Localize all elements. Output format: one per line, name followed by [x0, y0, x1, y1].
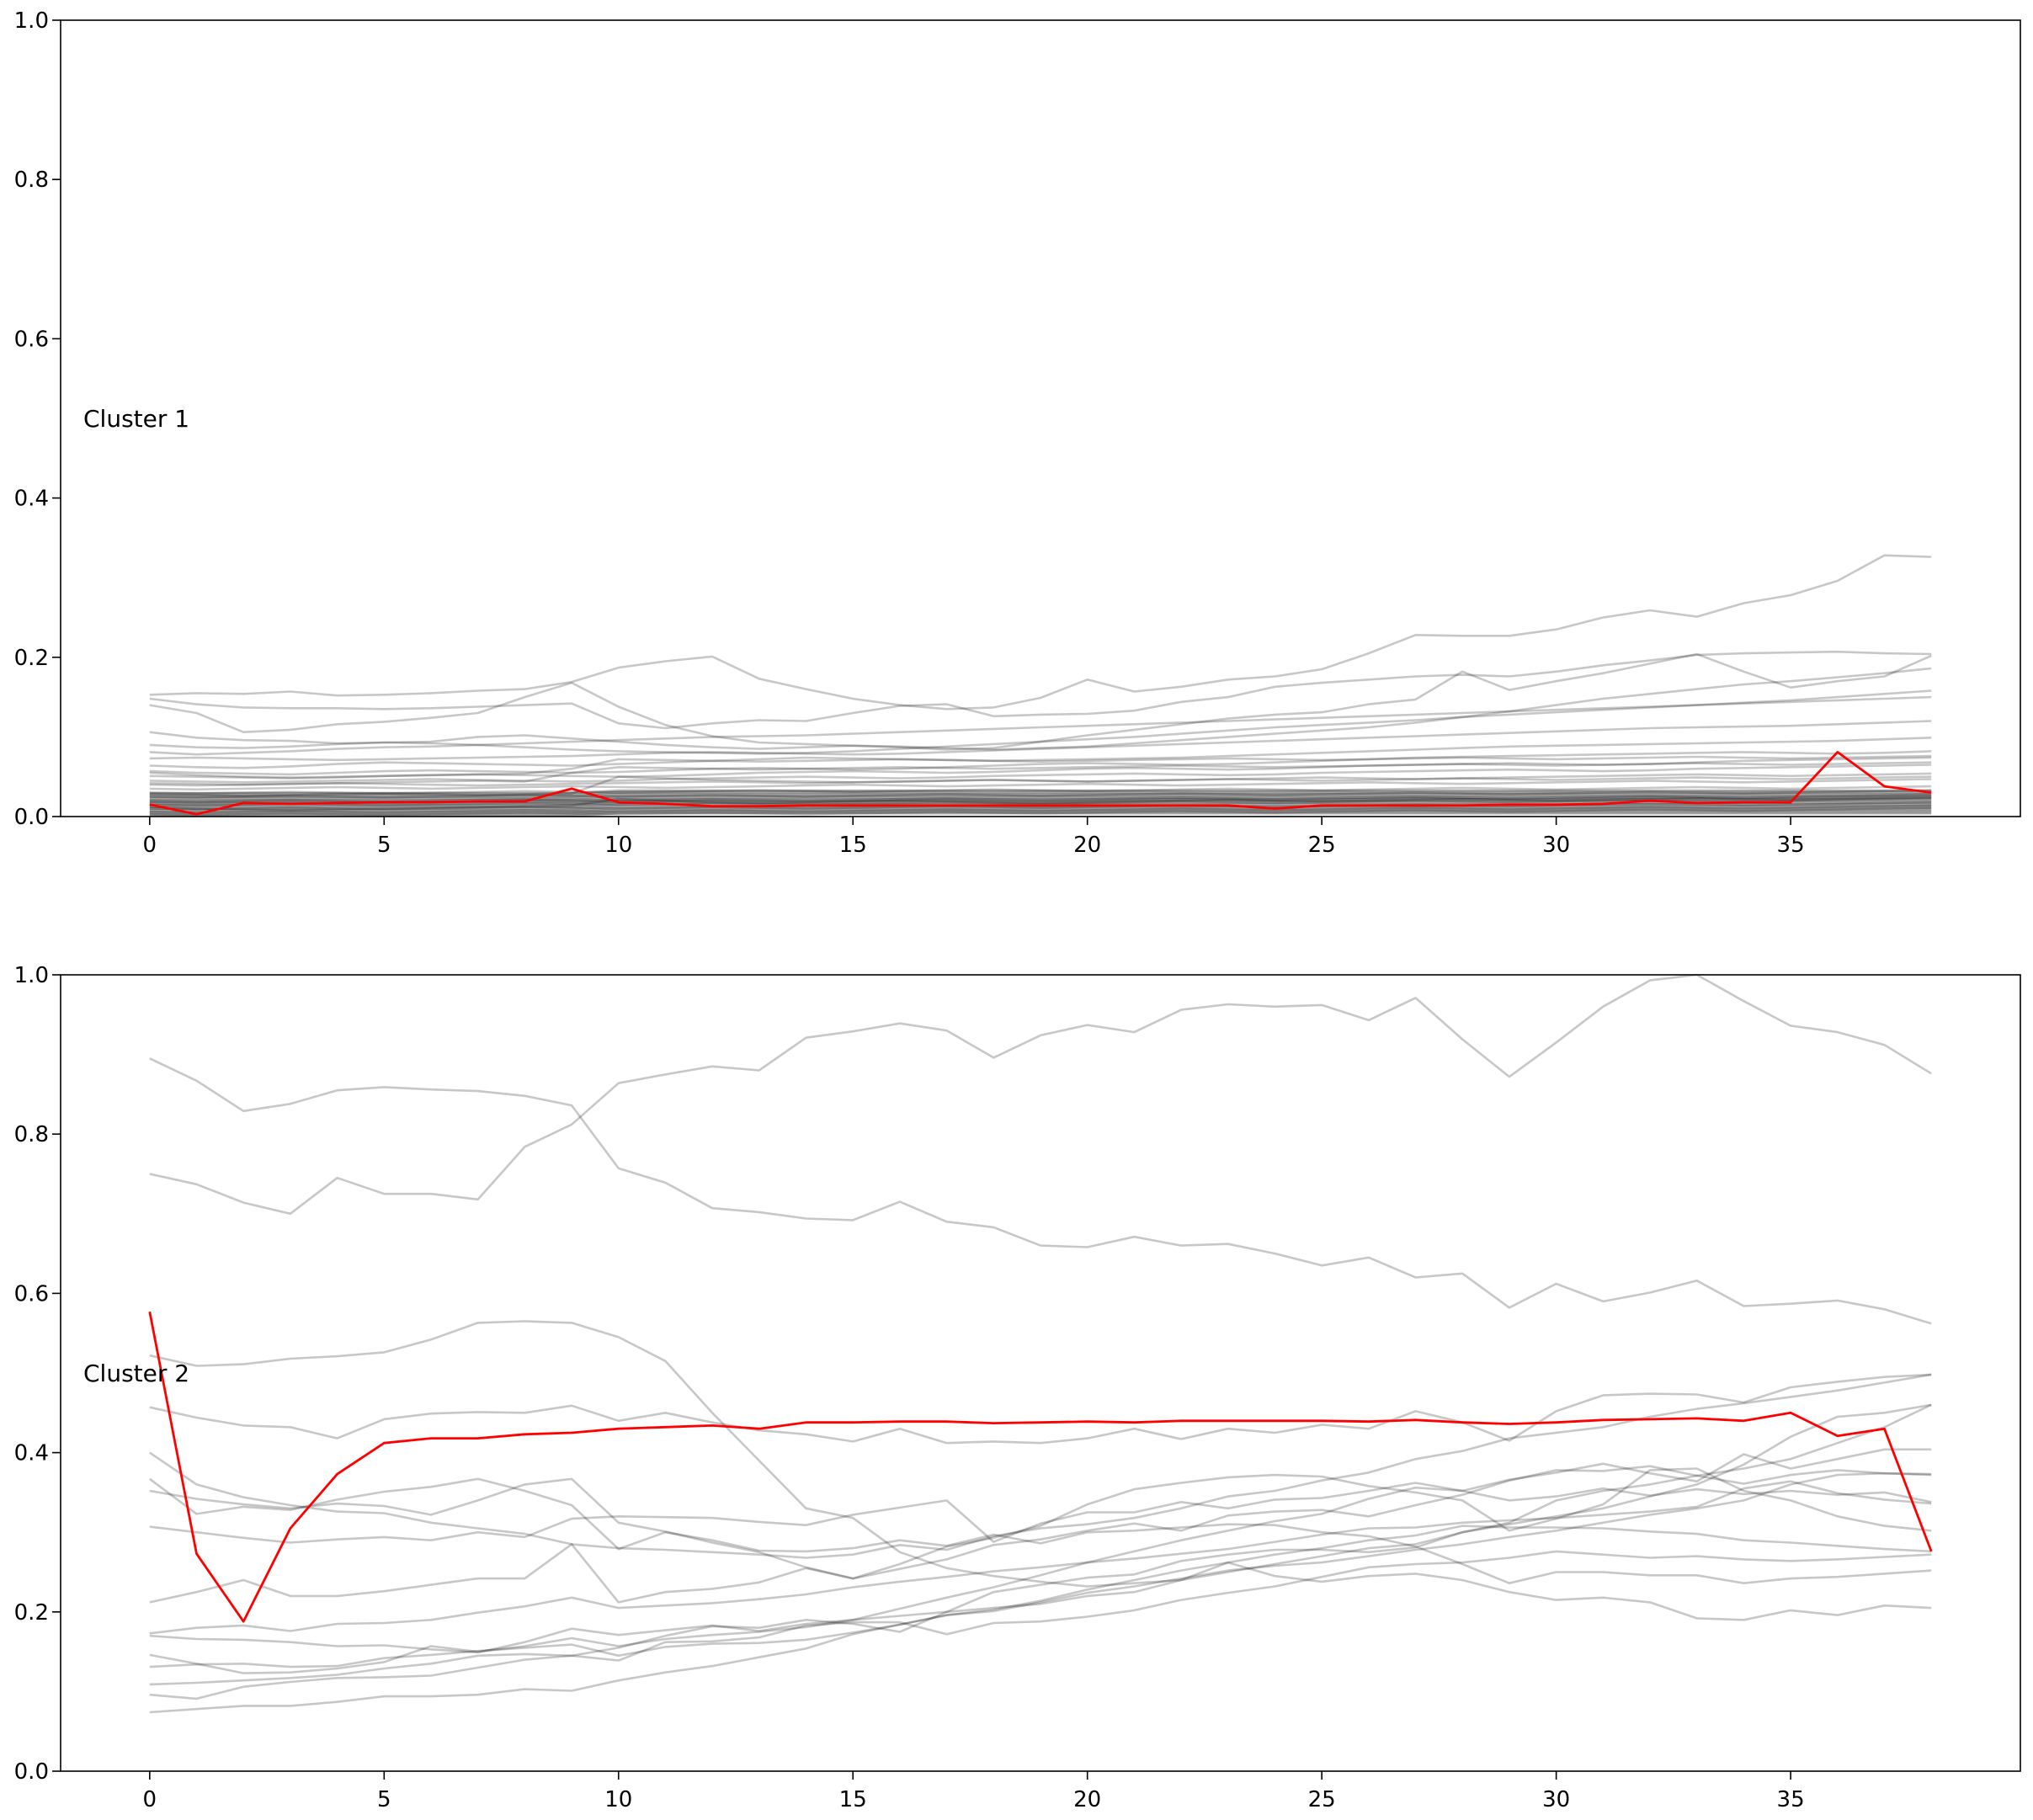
cluster-1-member-line-8 [149, 737, 1932, 769]
cluster-1-member-line-19 [149, 804, 1932, 814]
cluster-2-x-tick-label: 35 [1777, 1787, 1805, 1812]
cluster-1-member-line-11 [149, 764, 1932, 784]
cluster-1-y-tick-label: 1.0 [14, 8, 49, 34]
cluster-2-y-tick-label: 0.0 [14, 1759, 49, 1785]
cluster-2-plot-frame [60, 974, 2021, 1772]
cluster-1-member-line-4 [149, 667, 1932, 751]
cluster-1-member-line-24 [149, 761, 1932, 786]
cluster-1-ticks: 0 5 10 15 20 25 30 35 0.0 0.2 0.4 0.6 0.8 1.0 [14, 8, 1805, 858]
cluster-2-center-line [148, 1311, 1933, 1623]
cluster-1-y-tick-label: 0.6 [14, 327, 49, 352]
cluster-1-member-line-17 [149, 796, 1932, 807]
cluster-1-dense-member-line-14 [149, 789, 1932, 795]
cluster-1-x-tick-label: 25 [1308, 833, 1336, 858]
cluster-2-member-line-10 [149, 1480, 1932, 1635]
cluster-2-member-line-6 [149, 1477, 1932, 1584]
cluster-2-x-tick-label: 5 [377, 1787, 391, 1812]
cluster-1-y-tick-label: 0.8 [14, 168, 49, 193]
cluster-2-x-tick-label: 20 [1073, 1787, 1101, 1812]
cluster-1-member-line-9 [149, 750, 1932, 776]
cluster-1-member-line-20 [149, 806, 1932, 817]
cluster-1-member-line-2 [149, 652, 1932, 751]
cluster-1-member-line-14 [149, 785, 1932, 795]
cluster-1-center-series [149, 751, 1932, 816]
cluster-1-member-line-15 [149, 789, 1932, 799]
cluster-2-member-line-3 [149, 1320, 1932, 1621]
cluster-2-member-line-4 [149, 1373, 1932, 1445]
cluster-1-member-line-12 [149, 772, 1932, 787]
cluster-2-member-series [149, 973, 1932, 1714]
cluster-2-member-line-1 [149, 1057, 1932, 1325]
cluster-1-x-tick-label: 30 [1542, 833, 1570, 858]
cluster-2-ticks: 0 5 10 15 20 25 30 35 0.0 0.2 0.4 0.6 0.8 1.0 [14, 963, 1805, 1812]
cluster-1-x-tick-label: 20 [1073, 833, 1101, 858]
cluster-2-member-line-8 [149, 1448, 1932, 1544]
cluster-2-y-tick-label: 0.4 [14, 1441, 49, 1466]
cluster-1-dense-member-line-11 [149, 795, 1932, 800]
cluster-1-member-line-10 [149, 756, 1932, 780]
cluster-2-x-tick-label: 25 [1308, 1787, 1336, 1812]
cluster-2-x-tick-label: 30 [1542, 1787, 1570, 1812]
cluster-1-member-line-18 [149, 801, 1932, 811]
cluster-1-dense-member-line-2 [149, 810, 1932, 816]
cluster-2-x-tick-label: 15 [839, 1787, 867, 1812]
cluster-2-member-line-11 [149, 1403, 1932, 1654]
cluster-1-plot-frame [60, 19, 2021, 817]
cluster-1-member-line-25 [149, 754, 1932, 779]
cluster-2-member-line-14 [149, 1550, 1932, 1686]
cluster-2-member-line-16 [149, 1471, 1932, 1714]
cluster-1-member-line-7 [149, 720, 1932, 762]
cluster-2-x-tick-label: 10 [604, 1787, 632, 1812]
cluster-1-member-line-23 [149, 775, 1932, 797]
cluster-2-member-line-9 [149, 1465, 1932, 1604]
cluster-1-x-tick-label: 5 [377, 833, 391, 858]
cluster-1-member-line-1 [149, 554, 1932, 710]
cluster-2-y-tick-label: 0.6 [14, 1281, 49, 1306]
cluster-1-x-tick-label: 15 [839, 833, 867, 858]
cluster-1-x-tick-label: 10 [604, 833, 632, 858]
cluster-1-dense-member-line-1 [149, 812, 1932, 817]
cluster-2-member-line-15 [149, 1403, 1932, 1700]
cluster-1-x-tick-label: 0 [143, 833, 157, 858]
cluster-1-dense-member-line-10 [149, 796, 1932, 801]
cluster-2-member-line-12 [149, 1486, 1932, 1674]
cluster-2-y-tick-label: 0.8 [14, 1122, 49, 1147]
cluster-2-panel: 0 5 10 15 20 25 30 35 0.0 0.2 0.4 0.6 0.8 1.0 Cluster… [14, 963, 2021, 1812]
cluster-1-member-line-13 [149, 778, 1932, 791]
cluster-2-label: Cluster 2 [83, 1360, 189, 1387]
cluster-1-dense-member-line-4 [149, 806, 1932, 812]
cluster-2-member-line-13 [149, 1525, 1932, 1668]
cluster-1-member-line-21 [149, 796, 1932, 812]
cluster-2-member-line-2 [149, 973, 1932, 1216]
cluster-1-center-line [149, 751, 1932, 816]
cluster-2-center-series [148, 1311, 1933, 1623]
cluster-1-dense-member-line-3 [149, 808, 1932, 814]
cluster-1-x-tick-label: 35 [1777, 833, 1805, 858]
cluster-1-member-line-16 [149, 793, 1932, 803]
cluster-1-member-line-6 [149, 695, 1932, 756]
cluster-2-y-tick-label: 1.0 [14, 963, 49, 988]
cluster-2-y-tick-label: 0.2 [14, 1600, 49, 1626]
cluster-1-y-tick-label: 0.4 [14, 487, 49, 512]
cluster-1-dense-member-line-12 [149, 792, 1932, 798]
cluster-1-y-tick-label: 0.2 [14, 646, 49, 671]
cluster-1-label: Cluster 1 [83, 405, 189, 433]
cluster-1-y-tick-label: 0.0 [14, 805, 49, 830]
cluster-1-member-line-5 [149, 689, 1932, 755]
cluster-1-panel: 0 5 10 15 20 25 30 35 0.0 0.2 0.4 0.6 0.8 1.0 Cluster… [14, 8, 2021, 858]
cluster-1-dense-member-line-13 [149, 790, 1932, 796]
cluster-2-member-line-7 [149, 1467, 1932, 1580]
cluster-1-member-line-3 [149, 650, 1932, 730]
cluster-2-x-tick-label: 0 [143, 1787, 157, 1812]
